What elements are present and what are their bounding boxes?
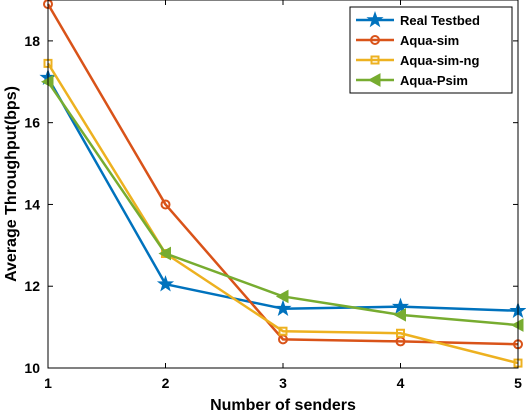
legend: Real Testbed Aqua-sim Aqua-sim-ng Aqua-Psim [349,6,513,94]
plot-frame [47,0,519,369]
data-point [158,246,171,261]
legend-label: Real Testbed [400,13,480,28]
y-axis-ticks: 10 12 14 16 18 [24,33,518,376]
data-point [393,308,406,322]
legend-marker [367,73,381,87]
data-point [160,199,171,210]
y-tick-label: 12 [24,278,40,294]
data-point [391,297,410,314]
data-point [278,326,288,336]
series-layer [39,0,526,368]
data-point [275,289,289,304]
legend-item: Real Testbed [356,10,480,28]
legend-item: Aqua-Psim [356,73,468,88]
legend-marker [370,55,380,65]
legend-item: Aqua-sim [356,33,459,48]
data-point [156,275,175,292]
legend-label: Aqua-sim [400,33,459,48]
legend-item: Aqua-sim-ng [356,53,480,68]
data-point [274,299,292,317]
y-tick-label: 18 [24,33,40,49]
data-point [396,328,405,338]
x-tick-label: 1 [44,375,52,391]
x-tick-label: 5 [514,375,522,391]
x-axis-title: Number of senders [210,397,356,414]
y-tick-label: 16 [24,115,40,131]
legend-marker [366,10,384,28]
x-tick-label: 4 [397,375,405,391]
legend-label: Aqua-Psim [400,73,468,88]
x-tick-label: 2 [162,375,170,391]
y-tick-label: 14 [24,196,40,212]
series-line [46,62,519,365]
y-axis-title: Average Throughput(bps) [3,86,20,282]
legend-label: Aqua-sim-ng [400,53,480,68]
x-tick-label: 3 [279,375,287,391]
series-aqua-psim [40,74,524,332]
y-tick-label: 10 [24,360,40,376]
legend-marker [370,35,380,45]
